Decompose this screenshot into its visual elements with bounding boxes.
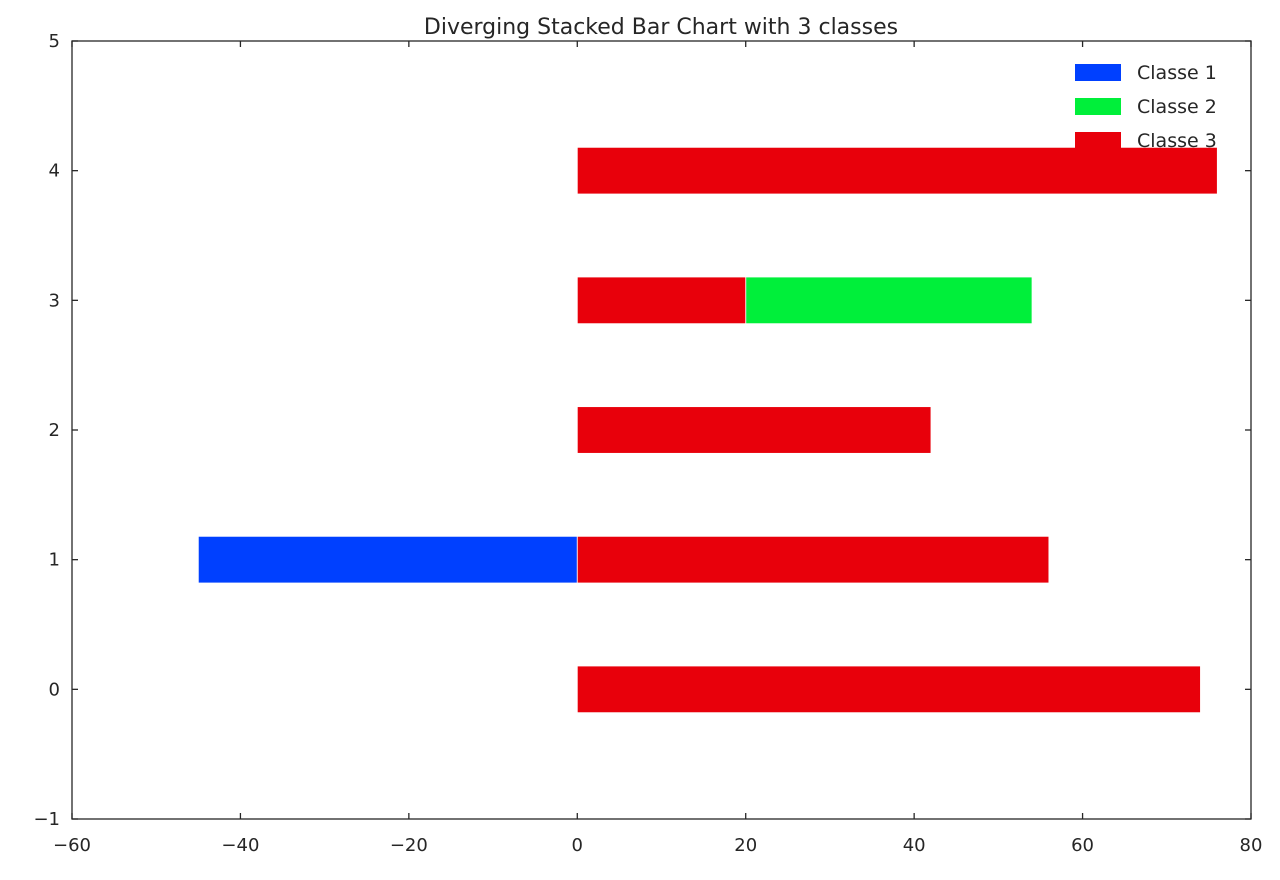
y-tick-label: 3 (49, 290, 60, 311)
bar-classe-3-cat-4 (576, 146, 1218, 195)
bar-classe-1-cat-1 (197, 535, 578, 584)
legend-swatch-1 (1075, 64, 1121, 81)
y-tick-label: −1 (33, 809, 60, 830)
legend-label-1: Classe 1 (1137, 62, 1217, 84)
y-tick-label: 0 (49, 679, 60, 700)
x-tick-label: −60 (53, 835, 91, 856)
bar-classe-2-cat-3 (745, 276, 1033, 325)
legend-swatch-3 (1075, 132, 1121, 149)
x-tick-label: 60 (1071, 835, 1094, 856)
legend-swatch-2 (1075, 98, 1121, 115)
bars-layer (197, 146, 1218, 714)
bar-classe-3-cat-3 (576, 276, 747, 325)
bar-classe-3-cat-1 (576, 535, 1050, 584)
bar-classe-3-cat-2 (576, 406, 932, 454)
y-tick-label: 1 (49, 550, 60, 571)
x-tick-label: 0 (572, 835, 583, 856)
y-tick-label: 4 (49, 161, 60, 182)
legend-label-2: Classe 2 (1137, 96, 1217, 118)
x-tick-label: −40 (221, 835, 259, 856)
x-tick-label: 20 (734, 835, 757, 856)
y-axis: −1 0 1 2 3 4 5 (33, 31, 1251, 830)
x-tick-label: 80 (1240, 835, 1263, 856)
y-tick-label: 2 (49, 420, 60, 441)
x-axis: −60 −40 −20 0 20 40 60 80 (53, 41, 1262, 856)
x-tick-label: 40 (903, 835, 926, 856)
x-tick-label: −20 (390, 835, 428, 856)
legend: Classe 1 Classe 2 Classe 3 (1075, 62, 1217, 152)
legend-label-3: Classe 3 (1137, 130, 1217, 152)
chart-title: Diverging Stacked Bar Chart with 3 class… (424, 15, 898, 40)
y-tick-label: 5 (49, 31, 60, 52)
bar-classe-3-cat-0 (576, 665, 1201, 714)
